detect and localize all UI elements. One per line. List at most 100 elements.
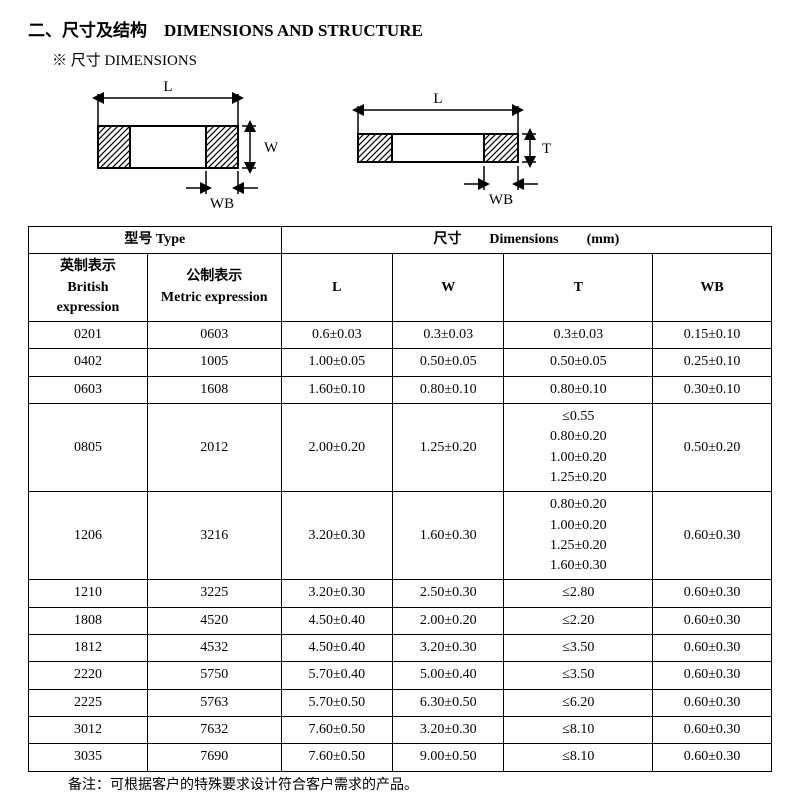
table-row: 180845204.50±0.402.00±0.20≤2.200.60±0.30 [29,607,772,634]
cell-b: 0805 [29,404,148,492]
th-metric: 公制表示 Metric expression [147,254,281,322]
label-WB-2: WB [489,192,513,208]
cell-W: 6.30±0.50 [393,689,504,716]
cell-m: 2012 [147,404,281,492]
th-dims: 尺寸 Dimensions (mm) [281,227,771,254]
cell-W: 0.50±0.05 [393,349,504,376]
dimensions-table: 型号 Type 尺寸 Dimensions (mm) 英制表示 British … [28,226,772,772]
cell-W: 1.60±0.30 [393,492,504,580]
cell-m: 3225 [147,580,281,607]
cell-WB: 0.60±0.30 [653,662,772,689]
label-L2: L [433,91,442,107]
cell-T: ≤6.20 [504,689,653,716]
cell-W: 2.00±0.20 [393,607,504,634]
table-row: 080520122.00±0.201.25±0.20≤0.55 0.80±0.2… [29,404,772,492]
th-WB: WB [653,254,772,322]
footnote: 备注：可根据客户的特殊要求设计符合客户需求的产品。 [68,774,772,794]
cell-m: 7690 [147,744,281,771]
cell-WB: 0.60±0.30 [653,492,772,580]
cell-b: 1808 [29,607,148,634]
cell-WB: 0.25±0.10 [653,349,772,376]
cell-T: ≤0.55 0.80±0.20 1.00±0.20 1.25±0.20 [504,404,653,492]
cell-L: 5.70±0.50 [281,689,392,716]
table-row: 120632163.20±0.301.60±0.300.80±0.20 1.00… [29,492,772,580]
cell-WB: 0.60±0.30 [653,716,772,743]
table-row: 301276327.60±0.503.20±0.30≤8.100.60±0.30 [29,716,772,743]
th-british-en: British expression [57,280,120,315]
dimension-diagrams: L W WB L T WB [78,76,772,216]
cell-W: 2.50±0.30 [393,580,504,607]
cell-L: 4.50±0.40 [281,607,392,634]
cell-T: ≤2.80 [504,580,653,607]
cell-b: 3035 [29,744,148,771]
cell-L: 0.6±0.03 [281,322,392,349]
table-row: 222557635.70±0.506.30±0.50≤6.200.60±0.30 [29,689,772,716]
cell-b: 1206 [29,492,148,580]
cell-WB: 0.60±0.30 [653,689,772,716]
th-L: L [281,254,392,322]
table-row: 222057505.70±0.405.00±0.40≤3.500.60±0.30 [29,662,772,689]
cell-W: 0.3±0.03 [393,322,504,349]
cell-W: 9.00±0.50 [393,744,504,771]
cell-m: 1005 [147,349,281,376]
cell-L: 1.60±0.10 [281,376,392,403]
label-L: L [163,79,172,95]
cell-WB: 0.60±0.30 [653,607,772,634]
cell-b: 0201 [29,322,148,349]
cell-WB: 0.30±0.10 [653,376,772,403]
label-T: T [542,141,551,157]
cell-T: 0.3±0.03 [504,322,653,349]
cell-WB: 0.50±0.20 [653,404,772,492]
cell-L: 2.00±0.20 [281,404,392,492]
cell-T: 0.80±0.20 1.00±0.20 1.25±0.20 1.60±0.30 [504,492,653,580]
label-W: W [264,140,278,156]
cell-b: 1812 [29,635,148,662]
cell-WB: 0.60±0.30 [653,580,772,607]
cell-b: 1210 [29,580,148,607]
cell-T: ≤3.50 [504,662,653,689]
cell-m: 0603 [147,322,281,349]
cell-m: 1608 [147,376,281,403]
cell-T: 0.80±0.10 [504,376,653,403]
th-metric-en: Metric expression [161,290,268,305]
cell-b: 3012 [29,716,148,743]
table-row: 121032253.20±0.302.50±0.30≤2.800.60±0.30 [29,580,772,607]
cell-W: 1.25±0.20 [393,404,504,492]
table-body: 020106030.6±0.030.3±0.030.3±0.030.15±0.1… [29,322,772,771]
table-row: 060316081.60±0.100.80±0.100.80±0.100.30±… [29,376,772,403]
th-metric-cn: 公制表示 [186,269,242,284]
th-T: T [504,254,653,322]
cell-b: 2225 [29,689,148,716]
cell-L: 7.60±0.50 [281,716,392,743]
cell-W: 0.80±0.10 [393,376,504,403]
cell-m: 4520 [147,607,281,634]
table-row: 040210051.00±0.050.50±0.050.50±0.050.25±… [29,349,772,376]
label-WB-1: WB [210,196,234,212]
cell-b: 2220 [29,662,148,689]
cell-WB: 0.60±0.30 [653,744,772,771]
th-W: W [393,254,504,322]
dimensions-subheading: ※ 尺寸 DIMENSIONS [52,49,772,70]
cell-m: 7632 [147,716,281,743]
th-british: 英制表示 British expression [29,254,148,322]
cell-T: ≤8.10 [504,744,653,771]
diagram-front-view: L W WB [78,76,278,216]
cell-T: ≤8.10 [504,716,653,743]
cell-L: 1.00±0.05 [281,349,392,376]
cell-m: 5750 [147,662,281,689]
cell-WB: 0.60±0.30 [653,635,772,662]
cell-L: 3.20±0.30 [281,492,392,580]
cell-T: ≤2.20 [504,607,653,634]
cell-W: 3.20±0.30 [393,635,504,662]
table-row: 020106030.6±0.030.3±0.030.3±0.030.15±0.1… [29,322,772,349]
th-type: 型号 Type [29,227,282,254]
table-row: 181245324.50±0.403.20±0.30≤3.500.60±0.30 [29,635,772,662]
cell-L: 3.20±0.30 [281,580,392,607]
diagram-side-view: L T WB [338,76,558,216]
cell-L: 5.70±0.40 [281,662,392,689]
cell-WB: 0.15±0.10 [653,322,772,349]
cell-L: 7.60±0.50 [281,744,392,771]
cell-L: 4.50±0.40 [281,635,392,662]
cell-m: 5763 [147,689,281,716]
cell-m: 4532 [147,635,281,662]
